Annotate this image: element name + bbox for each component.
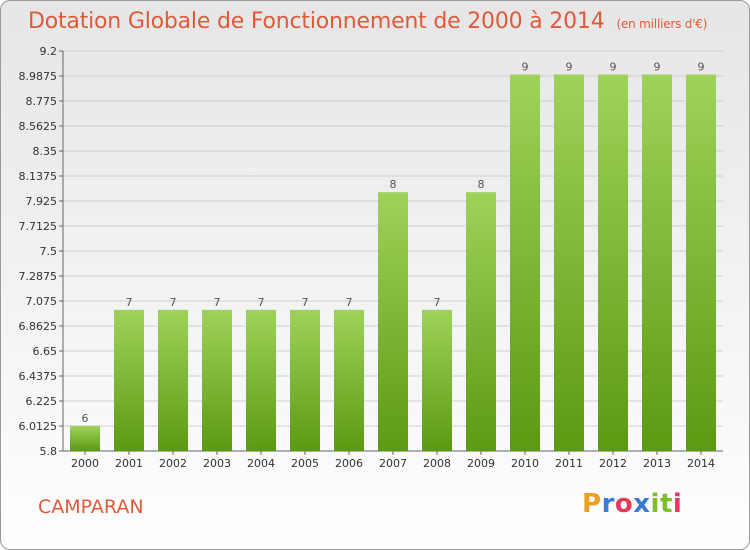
bar-2008 [422, 309, 452, 451]
y-tick-label: 8.35 [33, 145, 58, 158]
data-label-2004: 7 [258, 296, 265, 309]
y-tick-label: 7.5 [40, 245, 58, 258]
bar-2004 [246, 309, 276, 451]
logo-letter: P [582, 489, 602, 519]
data-label-2000: 6 [82, 412, 89, 425]
x-tick-label-2009: 2009 [467, 457, 495, 470]
data-label-2014: 9 [698, 61, 705, 74]
bar-2007 [378, 192, 408, 452]
logo-letter: i [650, 489, 660, 519]
bars [70, 74, 716, 452]
y-tick-label: 9.2 [40, 45, 58, 58]
bar-2005 [290, 309, 320, 451]
x-tick-label-2000: 2000 [71, 457, 99, 470]
data-label-2005: 7 [302, 296, 309, 309]
x-tick-label-2007: 2007 [379, 457, 407, 470]
data-label-2006: 7 [346, 296, 353, 309]
logo-letter: x [633, 489, 651, 519]
y-tick-label: 8.9875 [19, 70, 58, 83]
data-label-2012: 9 [610, 61, 617, 74]
chart-subtitle: (en milliers d'€) [616, 17, 708, 31]
y-tick-label: 6.225 [26, 395, 58, 408]
commune-name: CAMPARAN [38, 496, 144, 518]
y-tick-label: 7.075 [26, 295, 58, 308]
proxiti-logo[interactable]: Proxiti [582, 489, 682, 519]
x-tick-label-2011: 2011 [555, 457, 583, 470]
x-tick-label-2013: 2013 [643, 457, 671, 470]
y-tick-label: 6.4375 [19, 370, 58, 383]
y-tick-label: 6.8625 [19, 320, 58, 333]
logo-letter: i [672, 489, 683, 519]
logo-letter: o [614, 489, 634, 519]
y-tick-label: 7.2875 [19, 270, 58, 283]
data-label-2003: 7 [214, 296, 221, 309]
y-tick-label: 8.1375 [19, 170, 58, 183]
y-tick-label: 8.5625 [19, 120, 58, 133]
x-tick-label-2004: 2004 [247, 457, 275, 470]
bar-2009 [466, 192, 496, 452]
bar-2001 [114, 309, 144, 451]
logo-letter: r [601, 489, 615, 519]
data-label-2007: 8 [390, 178, 397, 191]
y-tick-label: 6.65 [33, 345, 58, 358]
bar-2006 [334, 309, 364, 451]
bar-2003 [202, 309, 232, 451]
x-tick-label-2010: 2010 [511, 457, 539, 470]
bar-2000 [70, 426, 100, 451]
x-tick-label-2001: 2001 [115, 457, 143, 470]
bar-2011 [554, 74, 584, 451]
y-tick-label: 7.7125 [19, 220, 58, 233]
data-label-2011: 9 [566, 61, 573, 74]
data-label-2002: 7 [170, 296, 177, 309]
x-tick-label-2005: 2005 [291, 457, 319, 470]
data-label-2010: 9 [522, 61, 529, 74]
y-tick-label: 6.0125 [19, 420, 58, 433]
bar-2002 [158, 309, 188, 451]
data-label-2013: 9 [654, 61, 661, 74]
data-label-2001: 7 [126, 296, 133, 309]
x-tick-label-2006: 2006 [335, 457, 363, 470]
bar-2014 [686, 74, 716, 451]
x-tick-label-2008: 2008 [423, 457, 451, 470]
x-tick-label-2003: 2003 [203, 457, 231, 470]
x-tick-label-2014: 2014 [687, 457, 715, 470]
data-labels: 6 7 7 7 7 7 7 8 7 8 9 9 9 9 9 [82, 61, 705, 425]
bar-2013 [642, 74, 672, 451]
logo-letter: t [659, 489, 673, 519]
bar-2012 [598, 74, 628, 451]
y-tick-label: 5.8 [40, 445, 58, 458]
data-label-2009: 8 [478, 178, 485, 191]
y-tick-label: 8.775 [26, 95, 58, 108]
y-tick-label: 7.925 [26, 195, 58, 208]
chart-title: Dotation Globale de Fonctionnement de 20… [28, 9, 708, 34]
data-label-2008: 7 [434, 296, 441, 309]
x-tick-label-2012: 2012 [599, 457, 627, 470]
bar-2010 [510, 74, 540, 451]
x-tick-label-2002: 2002 [159, 457, 187, 470]
